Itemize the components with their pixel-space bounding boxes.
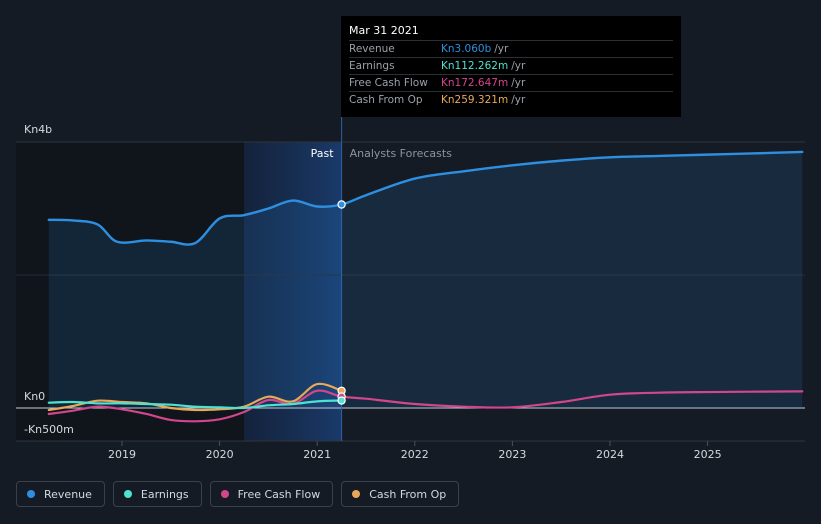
tooltip-date: Mar 31 2021 [349, 24, 419, 37]
legend-item-cash-from-op[interactable]: Cash From Op [341, 481, 460, 507]
series-marker-revenue [337, 200, 346, 209]
tooltip-row-free-cash-flow: Free Cash Flow Kn172.647m /yr [349, 74, 673, 91]
tooltip-row-earnings: Earnings Kn112.262m /yr [349, 57, 673, 74]
tooltip-unit: /yr [511, 77, 526, 89]
chart-tooltip: Mar 31 2021 Revenue Kn3.060b /yr Earning… [341, 16, 681, 117]
legend-dot-icon [27, 490, 35, 498]
forecast-label: Analysts Forecasts [350, 147, 453, 160]
legend-label: Earnings [140, 487, 189, 501]
legend-item-free-cash-flow[interactable]: Free Cash Flow [209, 481, 334, 507]
x-tick-label: 2020 [206, 448, 234, 461]
x-tick-label: 2022 [401, 448, 429, 461]
series-line-cash-from-op [47, 382, 343, 412]
tooltip-unit: /yr [511, 60, 526, 72]
tooltip-value: Kn3.060b [441, 43, 492, 55]
x-tick-label: 2019 [108, 448, 136, 461]
legend-dot-icon [220, 490, 229, 498]
y-tick-label: Kn4b [24, 123, 52, 136]
y-tick-label: Kn0 [24, 390, 45, 403]
series-line-earnings [47, 399, 343, 410]
series-line-free-cash-flow [47, 389, 804, 423]
tooltip-value: Kn259.321m [441, 94, 509, 106]
x-tick-label: 2024 [596, 448, 624, 461]
x-tick-label: 2025 [694, 448, 722, 461]
tooltip-label: Revenue [349, 43, 395, 55]
tooltip-unit: /yr [511, 94, 526, 106]
past-label: Past [311, 147, 335, 160]
tooltip-row-cash-from-op: Cash From Op Kn259.321m /yr [349, 91, 673, 108]
legend-item-revenue[interactable]: Revenue [16, 481, 105, 507]
tooltip-label: Free Cash Flow [349, 77, 428, 89]
chart-legend: Revenue Earnings Free Cash Flow Cash Fro… [16, 481, 460, 507]
tooltip-value: Kn112.262m [441, 60, 509, 72]
legend-label: Revenue [44, 487, 92, 501]
tooltip-value: Kn172.647m [441, 77, 509, 89]
x-tick-label: 2023 [498, 448, 526, 461]
series-marker-earnings [337, 396, 346, 405]
legend-dot-icon [123, 490, 132, 498]
legend-item-earnings[interactable]: Earnings [112, 481, 202, 507]
legend-label: Cash From Op [369, 487, 447, 501]
tooltip-label: Cash From Op [349, 94, 423, 106]
y-tick-label: -Kn500m [24, 423, 74, 436]
x-tick-label: 2021 [303, 448, 331, 461]
tooltip-row-revenue: Revenue Kn3.060b /yr [349, 40, 673, 57]
legend-label: Free Cash Flow [237, 487, 321, 501]
tooltip-label: Earnings [349, 60, 395, 72]
legend-dot-icon [352, 490, 361, 498]
series-line-revenue [47, 150, 804, 246]
tooltip-unit: /yr [494, 43, 509, 55]
